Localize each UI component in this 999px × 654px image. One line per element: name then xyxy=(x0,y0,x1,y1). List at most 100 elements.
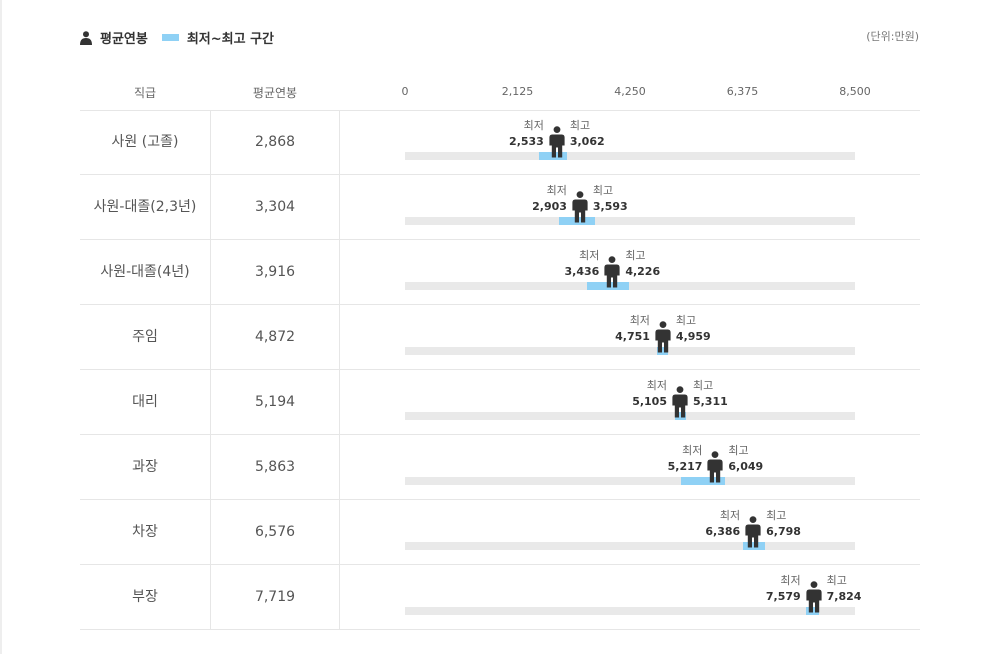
table-row: 주임 4,872 최저 4,751 최고 4,959 xyxy=(80,305,920,370)
range-track xyxy=(405,607,855,615)
min-label: 최저 5,105 xyxy=(632,378,667,410)
row-avg-salary: 5,863 xyxy=(211,435,340,499)
max-caption: 최고 xyxy=(826,574,847,587)
min-value: 4,751 xyxy=(615,330,650,343)
min-label: 최저 4,751 xyxy=(615,313,650,345)
range-track xyxy=(405,152,855,160)
range-track xyxy=(405,347,855,355)
avg-person-icon xyxy=(745,516,761,548)
max-caption: 최고 xyxy=(692,379,714,392)
avg-person-icon xyxy=(672,386,688,418)
row-position-label: 주임 xyxy=(80,305,211,369)
min-value: 7,579 xyxy=(765,590,801,603)
x-tick-label: 8,500 xyxy=(839,85,871,98)
max-label: 최고 4,226 xyxy=(625,248,660,280)
row-avg-salary: 3,916 xyxy=(211,240,340,304)
avg-person-icon xyxy=(707,451,723,483)
legend: 평균연봉 최저~최고 구간 xyxy=(80,28,274,47)
min-caption: 최저 xyxy=(719,509,741,522)
min-label: 최저 5,217 xyxy=(668,443,703,475)
min-caption: 최저 xyxy=(523,119,544,132)
unit-label: (단위:만원) xyxy=(866,30,919,43)
table-row: 과장 5,863 최저 5,217 최고 6,049 xyxy=(80,435,920,500)
min-value: 3,436 xyxy=(564,265,600,278)
salary-range-bar xyxy=(656,347,668,355)
max-label: 최고 3,593 xyxy=(593,183,628,215)
min-label: 최저 2,903 xyxy=(532,183,567,215)
avg-person-icon xyxy=(604,256,620,288)
avg-person-icon xyxy=(806,581,822,613)
table-header: 직급 평균연봉 0 2,125 4,250 6,375 8,500 xyxy=(80,80,920,111)
max-label: 최고 6,798 xyxy=(766,508,801,540)
max-value: 7,824 xyxy=(826,590,862,603)
row-avg-salary: 6,576 xyxy=(211,500,340,564)
min-caption: 최저 xyxy=(780,574,801,587)
range-track xyxy=(405,477,855,485)
salary-range-bar xyxy=(681,477,726,485)
range-track xyxy=(405,217,855,225)
x-tick-label: 2,125 xyxy=(501,85,534,98)
max-value: 5,311 xyxy=(692,395,728,408)
table-row: 대리 5,194 최저 5,105 최고 5,311 xyxy=(80,370,920,435)
max-label: 최고 5,311 xyxy=(693,378,728,410)
avg-person-icon xyxy=(572,191,588,223)
salary-range-bar xyxy=(806,607,820,615)
row-position-label: 부장 xyxy=(80,565,211,629)
row-avg-salary: 2,868 xyxy=(211,110,340,174)
max-label: 최고 7,824 xyxy=(827,573,862,605)
x-tick-label: 6,375 xyxy=(726,85,759,98)
header-avg-salary: 평균연봉 xyxy=(252,86,298,100)
min-caption: 최저 xyxy=(682,444,703,457)
header-position: 직급 xyxy=(133,86,157,100)
min-label: 최저 6,386 xyxy=(705,508,740,540)
min-value: 2,903 xyxy=(532,200,567,213)
max-caption: 최고 xyxy=(766,509,787,522)
max-value: 4,226 xyxy=(625,265,661,278)
max-value: 4,959 xyxy=(675,330,711,343)
max-value: 3,593 xyxy=(592,200,628,213)
row-position-label: 대리 xyxy=(80,370,211,434)
person-icon xyxy=(80,30,92,45)
min-value: 5,105 xyxy=(632,395,667,408)
legend-range-swatch xyxy=(161,34,179,41)
range-track xyxy=(405,542,855,550)
table-row: 부장 7,719 최저 7,579 최고 7,824 xyxy=(80,565,920,630)
max-caption: 최고 xyxy=(728,444,749,457)
row-position-label: 과장 xyxy=(80,435,211,499)
max-caption: 최고 xyxy=(592,184,614,197)
salary-range-bar xyxy=(675,412,687,420)
min-label: 최저 2,533 xyxy=(509,118,544,150)
row-avg-salary: 7,719 xyxy=(211,565,340,629)
row-avg-salary: 3,304 xyxy=(211,175,340,239)
min-caption: 최저 xyxy=(546,184,567,197)
min-caption: 최저 xyxy=(629,314,650,327)
table-row: 사원-대졸(4년) 3,916 최저 3,436 최고 4,226 xyxy=(80,240,920,305)
range-track xyxy=(405,282,855,290)
table-row: 사원 (고졸) 2,868 최저 2,533 최고 3,062 xyxy=(80,110,920,175)
min-label: 최저 7,579 xyxy=(766,573,801,605)
row-position-label: 사원 (고졸) xyxy=(80,110,211,174)
salary-range-bar xyxy=(743,542,765,550)
max-label: 최고 4,959 xyxy=(676,313,711,345)
row-position-label: 차장 xyxy=(80,500,211,564)
max-caption: 최고 xyxy=(625,249,646,262)
min-value: 6,386 xyxy=(705,525,741,538)
max-caption: 최고 xyxy=(569,119,591,132)
row-position-label: 사원-대졸(4년) xyxy=(80,240,211,304)
min-caption: 최저 xyxy=(646,379,667,392)
row-avg-salary: 4,872 xyxy=(211,305,340,369)
max-label: 최고 6,049 xyxy=(728,443,763,475)
min-caption: 최저 xyxy=(579,249,600,262)
avg-person-icon xyxy=(549,126,565,158)
max-caption: 최고 xyxy=(675,314,697,327)
x-tick-label: 4,250 xyxy=(614,85,646,98)
max-value: 3,062 xyxy=(569,135,605,148)
row-avg-salary: 5,194 xyxy=(211,370,340,434)
row-position-label: 사원-대졸(2,3년) xyxy=(80,175,211,239)
range-track xyxy=(405,412,855,420)
legend-range-label: 최저~최고 구간 xyxy=(186,32,275,47)
min-label: 최저 3,436 xyxy=(565,248,600,280)
page-edge-line xyxy=(0,0,2,654)
avg-person-icon xyxy=(655,321,671,353)
min-value: 2,533 xyxy=(509,135,544,148)
